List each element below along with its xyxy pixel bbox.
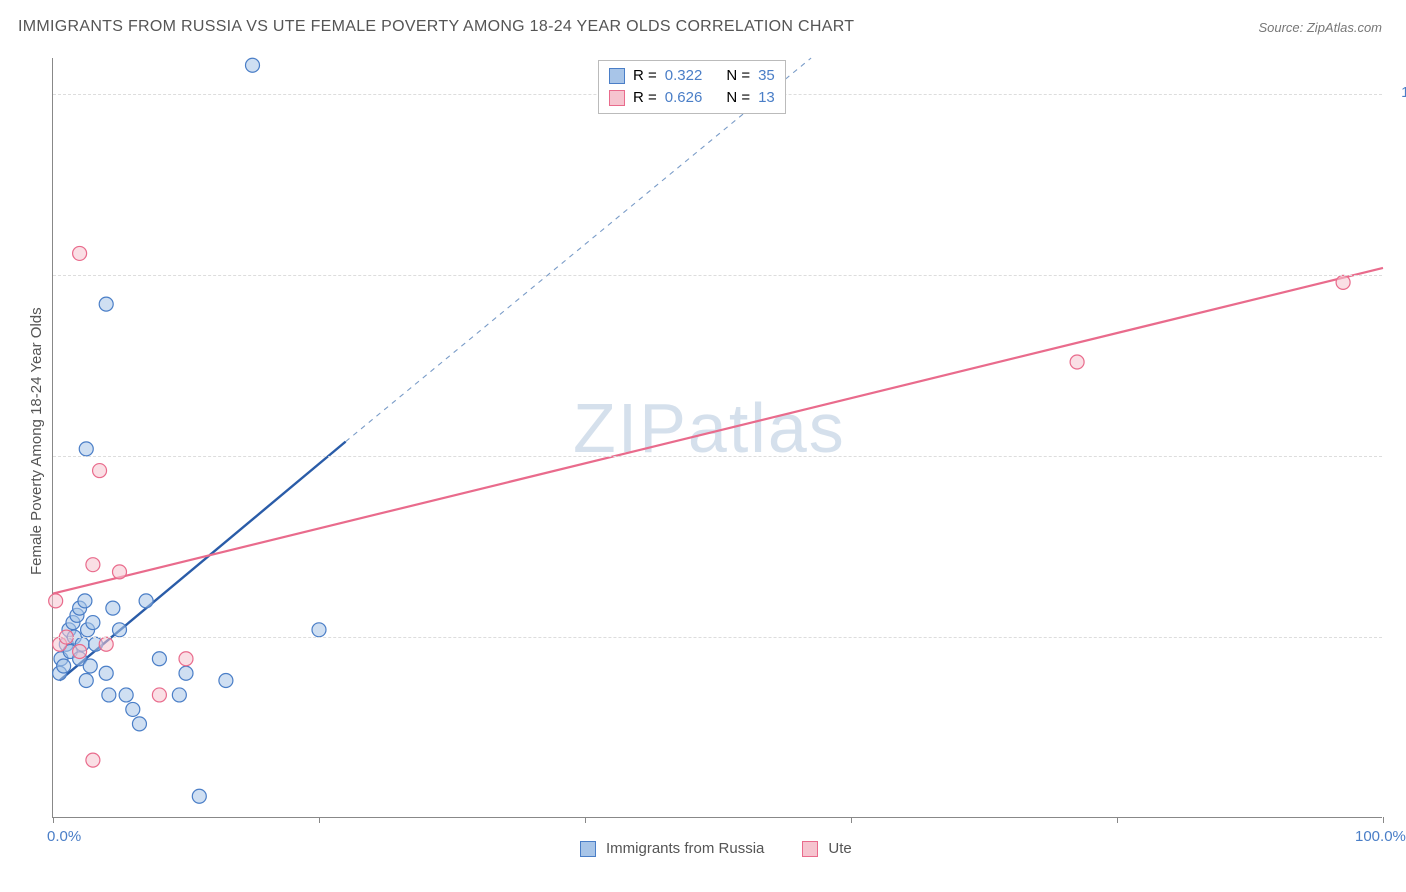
swatch-icon: [609, 90, 625, 106]
swatch-icon: [802, 841, 818, 857]
data-point: [73, 246, 87, 260]
data-point: [66, 616, 80, 630]
swatch-icon: [609, 68, 625, 84]
data-point: [79, 673, 93, 687]
trend-line: [60, 442, 346, 681]
trend-line: [53, 268, 1383, 594]
data-point: [179, 652, 193, 666]
x-tick: [585, 817, 586, 823]
legend-row: R = 0.626 N = 13: [609, 87, 775, 109]
data-point: [219, 673, 233, 687]
chart-title: IMMIGRANTS FROM RUSSIA VS UTE FEMALE POV…: [18, 18, 854, 36]
r-label: R =: [633, 65, 657, 87]
trend-line: [346, 58, 811, 442]
data-point: [119, 688, 133, 702]
source-label: Source: ZipAtlas.com: [1258, 20, 1382, 35]
data-point: [57, 659, 71, 673]
x-tick-label: 100.0%: [1355, 828, 1406, 845]
data-point: [73, 645, 87, 659]
data-point: [179, 666, 193, 680]
data-point: [93, 464, 107, 478]
data-point: [78, 594, 92, 608]
x-tick: [851, 817, 852, 823]
data-point: [73, 601, 87, 615]
data-point: [1070, 355, 1084, 369]
data-point: [99, 666, 113, 680]
data-point: [75, 637, 89, 651]
y-tick-label: 50.0%: [1392, 446, 1406, 463]
data-point: [106, 601, 120, 615]
gridline: [53, 456, 1382, 457]
data-point: [73, 652, 87, 666]
x-tick: [1117, 817, 1118, 823]
y-tick-label: 75.0%: [1392, 265, 1406, 282]
data-point: [54, 652, 68, 666]
legend-row: R = 0.322 N = 35: [609, 65, 775, 87]
n-value: 13: [758, 87, 775, 109]
r-label: R =: [633, 87, 657, 109]
data-point: [152, 688, 166, 702]
r-value: 0.626: [665, 87, 703, 109]
gridline: [53, 637, 1382, 638]
data-point: [246, 58, 260, 72]
data-point: [132, 717, 146, 731]
n-label: N =: [726, 87, 750, 109]
data-point: [86, 616, 100, 630]
data-point: [81, 623, 95, 637]
data-point: [70, 608, 84, 622]
data-point: [152, 652, 166, 666]
y-tick-label: 100.0%: [1392, 84, 1406, 101]
data-point: [59, 637, 73, 651]
data-point: [62, 623, 76, 637]
data-point: [89, 637, 103, 651]
data-point: [86, 558, 100, 572]
data-point: [49, 594, 63, 608]
legend-label: Immigrants from Russia: [606, 840, 764, 857]
data-point: [1336, 275, 1350, 289]
gridline: [53, 275, 1382, 276]
legend-label: Ute: [828, 840, 851, 857]
x-tick: [1383, 817, 1384, 823]
data-point: [126, 702, 140, 716]
y-axis-label: Female Poverty Among 18-24 Year Olds: [28, 307, 45, 575]
chart-svg: [53, 58, 1382, 817]
correlation-legend: R = 0.322 N = 35 R = 0.626 N = 13: [598, 60, 786, 114]
data-point: [53, 666, 67, 680]
data-point: [102, 688, 116, 702]
data-point: [86, 753, 100, 767]
n-value: 35: [758, 65, 775, 87]
series-legend: Immigrants from Russia Ute: [580, 840, 852, 857]
x-tick-label: 0.0%: [47, 828, 81, 845]
data-point: [113, 565, 127, 579]
plot-area: ZIPatlas 25.0%50.0%75.0%100.0%0.0%100.0%: [52, 58, 1382, 818]
data-point: [113, 623, 127, 637]
swatch-icon: [580, 841, 596, 857]
x-tick: [53, 817, 54, 823]
data-point: [63, 645, 77, 659]
r-value: 0.322: [665, 65, 703, 87]
y-tick-label: 25.0%: [1392, 627, 1406, 644]
data-point: [83, 659, 97, 673]
data-point: [99, 297, 113, 311]
data-point: [312, 623, 326, 637]
data-point: [53, 637, 67, 651]
x-tick: [319, 817, 320, 823]
data-point: [172, 688, 186, 702]
data-point: [99, 637, 113, 651]
data-point: [139, 594, 153, 608]
data-point: [192, 789, 206, 803]
n-label: N =: [726, 65, 750, 87]
data-point: [79, 442, 93, 456]
